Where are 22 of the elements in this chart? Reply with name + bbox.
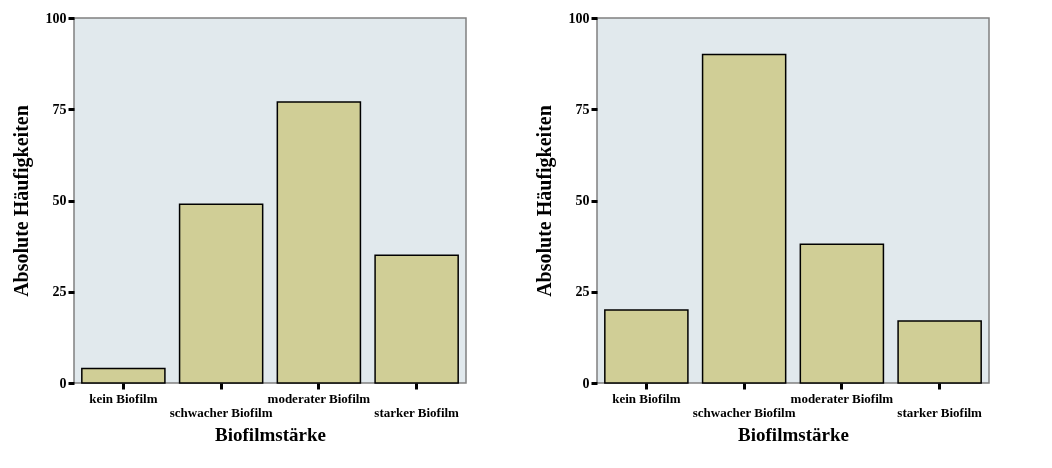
y-tick-label: 0 — [582, 375, 590, 391]
x-tick-label: starker Biofilm — [897, 404, 983, 420]
y-tick-label: 50 — [575, 193, 590, 208]
y-tick-label: 75 — [575, 101, 590, 117]
x-tick-label: kein Biofilm — [89, 390, 158, 406]
y-axis-title: Absolute Häufigkeiten — [532, 105, 556, 297]
y-tick-label: 100 — [568, 10, 590, 26]
y-tick-label: 0 — [59, 375, 67, 391]
x-tick-label: schwacher Biofilm — [169, 404, 273, 420]
x-tick-label: schwacher Biofilm — [692, 404, 796, 420]
x-tick-label: moderater Biofilm — [790, 390, 894, 406]
x-tick-label: moderater Biofilm — [267, 390, 371, 406]
x-tick-label: kein Biofilm — [612, 390, 681, 406]
x-axis-title: Biofilmstärke — [738, 423, 849, 445]
y-tick-label: 25 — [575, 284, 590, 300]
y-tick-label: 75 — [52, 101, 67, 117]
y-tick-label: 50 — [52, 193, 67, 208]
x-tick-label: starker Biofilm — [374, 404, 460, 420]
y-tick-label: 100 — [45, 10, 67, 26]
x-axis-title: Biofilmstärke — [215, 423, 326, 445]
y-axis-title: Absolute Häufigkeiten — [9, 105, 33, 297]
y-tick-label: 25 — [52, 284, 67, 300]
